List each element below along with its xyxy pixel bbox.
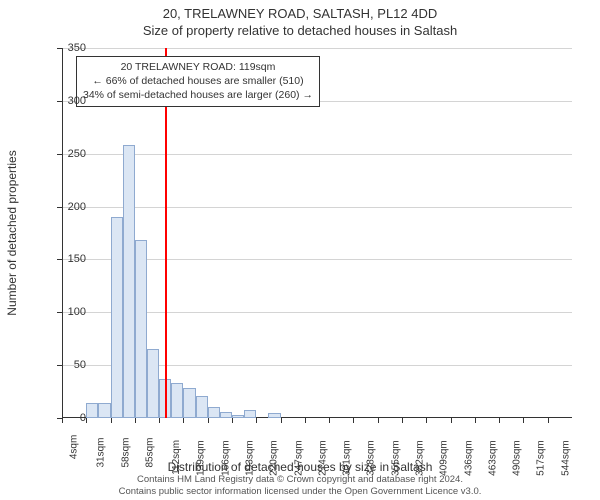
x-tick bbox=[208, 418, 209, 423]
x-tick bbox=[111, 418, 112, 423]
y-axis-line bbox=[62, 48, 63, 418]
title-sub: Size of property relative to detached ho… bbox=[0, 23, 600, 40]
x-tick bbox=[232, 418, 233, 423]
info-box: 20 TRELAWNEY ROAD: 119sqm ← 66% of detac… bbox=[76, 56, 320, 107]
chart-titles: 20, TRELAWNEY ROAD, SALTASH, PL12 4DD Si… bbox=[0, 0, 600, 40]
y-tick bbox=[57, 365, 62, 366]
chart-container: 20, TRELAWNEY ROAD, SALTASH, PL12 4DD Si… bbox=[0, 0, 600, 500]
info-line-2: ← 66% of detached houses are smaller (51… bbox=[83, 74, 313, 88]
histogram-bar bbox=[147, 349, 159, 418]
x-tick bbox=[135, 418, 136, 423]
x-tick bbox=[86, 418, 87, 423]
x-tick bbox=[183, 418, 184, 423]
y-tick bbox=[57, 154, 62, 155]
info-line-3: 34% of semi-detached houses are larger (… bbox=[83, 88, 313, 102]
y-tick-label: 300 bbox=[68, 95, 86, 107]
footer-line-1: Contains HM Land Registry data © Crown c… bbox=[0, 474, 600, 486]
histogram-bar bbox=[183, 388, 195, 418]
y-tick-label: 50 bbox=[74, 359, 86, 371]
x-tick bbox=[256, 418, 257, 423]
y-tick-label: 150 bbox=[68, 253, 86, 265]
x-tick bbox=[426, 418, 427, 423]
info-line-1: 20 TRELAWNEY ROAD: 119sqm bbox=[83, 60, 313, 74]
x-tick bbox=[402, 418, 403, 423]
histogram-bar bbox=[196, 396, 208, 418]
x-tick bbox=[451, 418, 452, 423]
y-gridline bbox=[62, 154, 572, 155]
y-tick-label: 0 bbox=[80, 412, 86, 424]
x-tick bbox=[475, 418, 476, 423]
y-tick-label: 250 bbox=[68, 148, 86, 160]
x-tick bbox=[523, 418, 524, 423]
histogram-bar bbox=[268, 413, 280, 418]
histogram-bar bbox=[220, 412, 232, 418]
y-tick-label: 100 bbox=[68, 306, 86, 318]
x-tick bbox=[281, 418, 282, 423]
y-tick-label: 350 bbox=[68, 42, 86, 54]
x-tick bbox=[548, 418, 549, 423]
chart-plot-wrap: 4sqm31sqm58sqm85sqm112sqm139sqm166sqm193… bbox=[62, 48, 572, 418]
x-axis-title: Distribution of detached houses by size … bbox=[0, 460, 600, 474]
y-tick-label: 200 bbox=[68, 201, 86, 213]
x-tick bbox=[499, 418, 500, 423]
histogram-bar bbox=[123, 145, 135, 418]
x-tick bbox=[353, 418, 354, 423]
y-tick bbox=[57, 312, 62, 313]
y-axis-title: Number of detached properties bbox=[5, 150, 19, 315]
x-tick bbox=[62, 418, 63, 423]
x-tick-label: 4sqm bbox=[69, 435, 80, 459]
y-tick bbox=[57, 101, 62, 102]
histogram-bar bbox=[111, 217, 123, 418]
x-tick bbox=[159, 418, 160, 423]
x-tick bbox=[378, 418, 379, 423]
y-tick bbox=[57, 259, 62, 260]
x-tick bbox=[305, 418, 306, 423]
histogram-bar bbox=[86, 403, 98, 418]
histogram-bar bbox=[171, 383, 183, 418]
footer: Contains HM Land Registry data © Crown c… bbox=[0, 474, 600, 498]
y-tick bbox=[57, 207, 62, 208]
histogram-bar bbox=[98, 403, 110, 418]
x-tick bbox=[329, 418, 330, 423]
histogram-bar bbox=[208, 407, 220, 418]
footer-line-2: Contains public sector information licen… bbox=[0, 486, 600, 498]
y-gridline bbox=[62, 48, 572, 49]
y-tick bbox=[57, 48, 62, 49]
title-main: 20, TRELAWNEY ROAD, SALTASH, PL12 4DD bbox=[0, 6, 600, 23]
histogram-bar bbox=[232, 415, 244, 418]
histogram-bar bbox=[135, 240, 147, 418]
y-gridline bbox=[62, 207, 572, 208]
histogram-bar bbox=[244, 410, 256, 418]
